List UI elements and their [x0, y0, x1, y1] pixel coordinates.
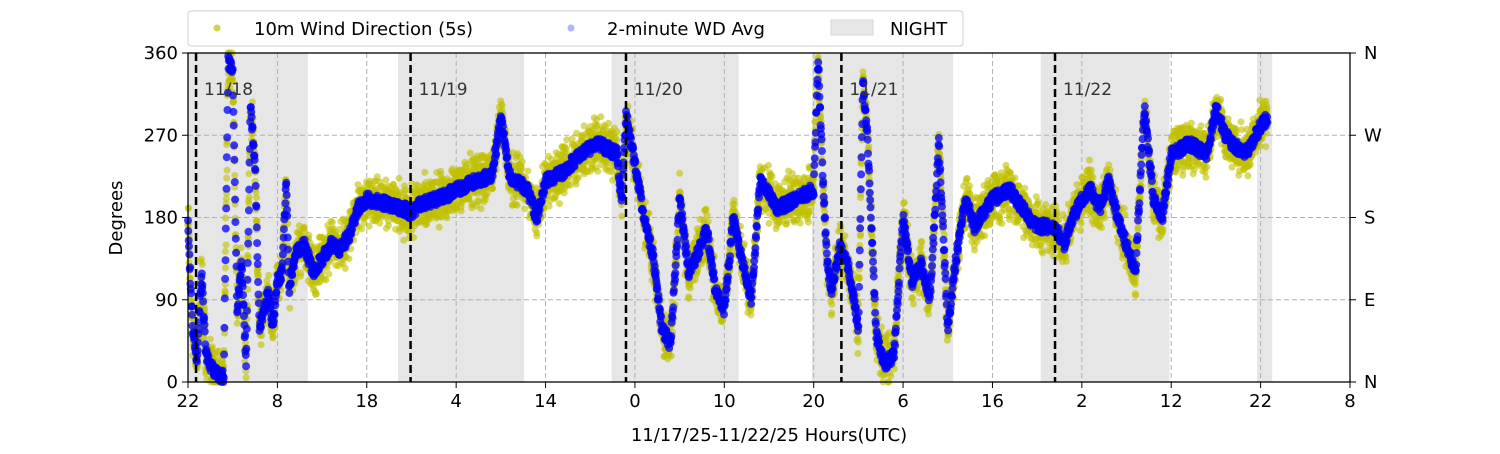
point-5s	[385, 222, 392, 229]
point-5s	[855, 339, 862, 346]
point-5s	[966, 182, 973, 189]
point-5s	[514, 202, 521, 209]
point-5s	[918, 239, 925, 246]
point-5s	[322, 277, 329, 284]
point-5s	[857, 194, 864, 201]
point-5s	[224, 167, 231, 174]
point-5s	[1035, 198, 1042, 205]
point-5s	[614, 128, 621, 135]
point-5s	[676, 170, 683, 177]
point-5s	[313, 291, 320, 298]
point-5s	[925, 311, 932, 318]
point-5s	[286, 305, 293, 312]
point-5s	[858, 161, 865, 168]
point-5s	[686, 295, 693, 302]
point-5s	[345, 255, 352, 262]
point-5s	[731, 201, 738, 208]
point-5s	[857, 232, 864, 239]
point-5s	[223, 241, 230, 248]
point-5s	[329, 219, 336, 226]
point-5s	[297, 270, 304, 277]
point-5s	[243, 374, 250, 381]
point-5s	[704, 212, 711, 219]
point-5s	[901, 199, 908, 206]
point-5s	[854, 350, 861, 357]
point-5s	[478, 205, 485, 212]
point-5s	[828, 309, 835, 316]
point-5s	[436, 224, 443, 231]
point-5s	[533, 229, 540, 236]
point-5s	[246, 194, 253, 201]
point-5s	[618, 213, 625, 220]
point-5s	[807, 208, 814, 215]
point-5s	[766, 220, 773, 227]
point-5s	[199, 261, 206, 268]
point-5s	[783, 221, 790, 228]
point-5s	[518, 166, 525, 173]
point-5s	[909, 294, 916, 301]
point-5s	[1012, 175, 1019, 182]
point-5s	[444, 214, 451, 221]
point-5s	[366, 223, 373, 230]
point-5s	[223, 175, 230, 182]
point-5s	[805, 219, 812, 226]
point-5s	[222, 248, 229, 255]
point-5s	[231, 172, 238, 179]
point-5s	[255, 272, 262, 279]
point-5s	[265, 272, 272, 279]
point-5s	[828, 301, 835, 308]
point-5s	[748, 311, 755, 318]
point-5s	[687, 285, 694, 292]
point-5s	[556, 200, 563, 207]
point-5s	[1063, 258, 1070, 265]
point-5s	[1042, 201, 1049, 208]
point-5s	[258, 341, 265, 348]
point-5s	[396, 175, 403, 182]
point-5s	[597, 113, 604, 120]
point-5s	[668, 353, 675, 360]
point-5s	[1021, 185, 1028, 192]
point-5s	[222, 264, 229, 271]
point-5s	[964, 175, 971, 182]
point-5s	[575, 174, 582, 181]
point-5s	[234, 320, 241, 327]
point-5s	[521, 205, 528, 212]
point-5s	[865, 143, 872, 150]
point-5s	[269, 334, 276, 341]
point-5s	[524, 167, 531, 174]
point-5s	[765, 162, 772, 169]
point-5s	[797, 220, 804, 227]
point-5s	[358, 226, 365, 233]
point-5s	[342, 265, 349, 272]
point-5s	[421, 169, 428, 176]
point-5s	[703, 206, 710, 213]
point-5s	[325, 271, 332, 278]
point-5s	[998, 220, 1005, 227]
point-5s	[594, 168, 601, 175]
point-5s	[253, 194, 260, 201]
point-5s	[563, 145, 570, 152]
point-5s	[458, 208, 465, 215]
point-5s	[887, 373, 894, 380]
point-5s	[981, 232, 988, 239]
point-5s	[910, 300, 917, 307]
point-5s	[382, 177, 389, 184]
point-5s	[971, 247, 978, 254]
point-5s	[222, 215, 229, 222]
point-5s	[519, 158, 526, 165]
point-5s	[856, 275, 863, 282]
point-5s	[769, 173, 776, 180]
point-5s	[605, 120, 612, 127]
